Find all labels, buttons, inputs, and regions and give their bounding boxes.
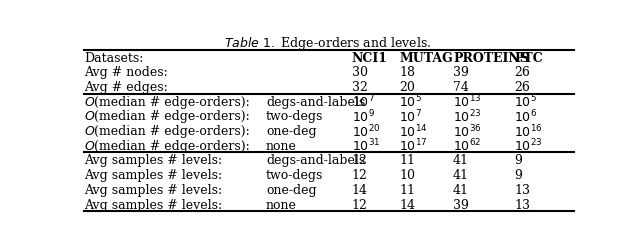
Text: Avg # nodes:: Avg # nodes:	[84, 66, 168, 79]
Text: $10^{7}$: $10^{7}$	[399, 108, 422, 125]
Text: 12: 12	[352, 154, 368, 167]
Text: Avg samples # levels:: Avg samples # levels:	[84, 198, 222, 211]
Text: $\mathit{O}$: $\mathit{O}$	[84, 124, 95, 138]
Text: $10^{31}$: $10^{31}$	[352, 138, 380, 154]
Text: $10^{62}$: $10^{62}$	[453, 138, 481, 154]
Text: $10^{5}$: $10^{5}$	[399, 94, 422, 110]
Text: $10^{20}$: $10^{20}$	[352, 123, 380, 139]
Text: one-deg: one-deg	[266, 183, 317, 196]
Text: 12: 12	[352, 168, 368, 181]
Text: 32: 32	[352, 81, 368, 94]
Text: 14: 14	[352, 183, 368, 196]
Text: $10^{7}$: $10^{7}$	[352, 94, 374, 110]
Text: 10: 10	[399, 168, 415, 181]
Text: Avg samples # levels:: Avg samples # levels:	[84, 183, 222, 196]
Text: Avg samples # levels:: Avg samples # levels:	[84, 168, 222, 181]
Text: 41: 41	[453, 154, 469, 167]
Text: none: none	[266, 139, 297, 152]
Text: $10^{23}$: $10^{23}$	[453, 108, 481, 125]
Text: 39: 39	[453, 198, 469, 211]
Text: 41: 41	[453, 183, 469, 196]
Text: PTC: PTC	[515, 52, 543, 64]
Text: 13: 13	[515, 183, 531, 196]
Text: $10^{9}$: $10^{9}$	[352, 108, 374, 125]
Text: two-degs: two-degs	[266, 168, 323, 181]
Text: $\mathit{Table\ 1.}$ Edge-orders and levels.: $\mathit{Table\ 1.}$ Edge-orders and lev…	[225, 35, 431, 52]
Text: $10^{14}$: $10^{14}$	[399, 123, 428, 139]
Text: 41: 41	[453, 168, 469, 181]
Text: degs-and-labels: degs-and-labels	[266, 95, 365, 108]
Text: one-deg: one-deg	[266, 124, 317, 138]
Text: degs-and-labels: degs-and-labels	[266, 154, 365, 167]
Text: 74: 74	[453, 81, 469, 94]
Text: $10^{5}$: $10^{5}$	[515, 94, 538, 110]
Text: Datasets:: Datasets:	[84, 52, 143, 64]
Text: $10^{17}$: $10^{17}$	[399, 138, 428, 154]
Text: Avg # edges:: Avg # edges:	[84, 81, 168, 94]
Text: $\mathit{O}$: $\mathit{O}$	[84, 110, 95, 123]
Text: 39: 39	[453, 66, 469, 79]
Text: NCI1: NCI1	[352, 52, 388, 64]
Text: $\mathit{O}$: $\mathit{O}$	[84, 95, 95, 108]
Text: $10^{16}$: $10^{16}$	[515, 123, 543, 139]
Text: 30: 30	[352, 66, 368, 79]
Text: $10^{6}$: $10^{6}$	[515, 108, 538, 125]
Text: 9: 9	[515, 168, 522, 181]
Text: two-degs: two-degs	[266, 110, 323, 123]
Text: 9: 9	[515, 154, 522, 167]
Text: MUTAG: MUTAG	[399, 52, 453, 64]
Text: none: none	[266, 198, 297, 211]
Text: (median # edge-orders):: (median # edge-orders):	[94, 124, 250, 138]
Text: Avg samples # levels:: Avg samples # levels:	[84, 154, 222, 167]
Text: 18: 18	[399, 66, 415, 79]
Text: $10^{13}$: $10^{13}$	[453, 94, 481, 110]
Text: (median # edge-orders):: (median # edge-orders):	[94, 139, 250, 152]
Text: $10^{23}$: $10^{23}$	[515, 138, 543, 154]
Text: 11: 11	[399, 154, 415, 167]
Text: $10^{36}$: $10^{36}$	[453, 123, 481, 139]
Text: (median # edge-orders):: (median # edge-orders):	[94, 110, 250, 123]
Text: PROTEINS: PROTEINS	[453, 52, 529, 64]
Text: 26: 26	[515, 66, 531, 79]
Text: 12: 12	[352, 198, 368, 211]
Text: (median # edge-orders):: (median # edge-orders):	[94, 95, 250, 108]
Text: $\mathit{O}$: $\mathit{O}$	[84, 139, 95, 152]
Text: 14: 14	[399, 198, 415, 211]
Text: 11: 11	[399, 183, 415, 196]
Text: 26: 26	[515, 81, 531, 94]
Text: 13: 13	[515, 198, 531, 211]
Text: 20: 20	[399, 81, 415, 94]
